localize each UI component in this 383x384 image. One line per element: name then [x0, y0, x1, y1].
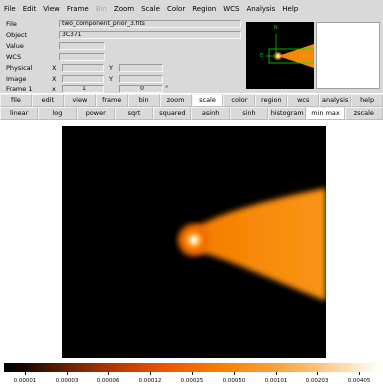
colorbar-tick-label: 0.00050 [222, 378, 246, 384]
menu-analysis[interactable]: Analysis [246, 5, 276, 13]
degree-label: ° [165, 84, 169, 92]
colorbar-tick-mark [108, 372, 109, 375]
angle-field: 0 [119, 85, 163, 93]
button-zoom[interactable]: zoom [159, 94, 192, 107]
colorbar-tick-mark [192, 372, 193, 375]
button-view[interactable]: view [63, 94, 96, 107]
image-display[interactable] [62, 126, 326, 358]
image-label: Image [6, 75, 27, 83]
colorbar-ticks: 0.00001 0.00003 0.00006 0.00012 0.00025 0.000… [4, 372, 380, 384]
file-field: two_component_prior_3.fits [59, 20, 241, 28]
zoom-label: x [52, 85, 56, 93]
colorbar-tick-label: 0.00003 [55, 378, 79, 384]
scale-button-log[interactable]: log [38, 107, 77, 120]
menu-color[interactable]: Color [166, 5, 186, 13]
button-bar: file edit view frame bin zoom scale color region… [0, 94, 383, 107]
colorbar-tick-mark [317, 372, 318, 375]
frame-label: Frame 1 [6, 85, 33, 93]
colorbar-tick-label: 0.00101 [264, 378, 288, 384]
wcs-label: WCS [6, 53, 22, 61]
menu-wcs[interactable]: WCS [223, 5, 240, 13]
colorbar-tick-mark [67, 372, 68, 375]
colorbar-tick-label: 0.00405 [347, 378, 371, 384]
colorbar-tick-mark [359, 372, 360, 375]
zoom-field: 1 [62, 85, 104, 93]
menu-help[interactable]: Help [282, 5, 299, 13]
menu-scale[interactable]: Scale [141, 5, 160, 13]
scale-button-sqrt[interactable]: sqrt [114, 107, 154, 120]
menu-file[interactable]: File [4, 5, 16, 13]
colorbar-tick-label: 0.00012 [138, 378, 162, 384]
colorbar[interactable] [4, 363, 380, 372]
colorbar-tick-mark [234, 372, 235, 375]
object-label: Object [6, 31, 28, 39]
button-bin[interactable]: bin [127, 94, 160, 107]
image-x-field [62, 75, 104, 83]
image-x-label: X [52, 75, 57, 83]
magnifier-view [316, 22, 380, 89]
menu-bin: Bin [95, 5, 107, 13]
menu-bar: File Edit View Frame Bin Zoom Scale Color Region… [0, 0, 383, 18]
scale-button-histogram[interactable]: histogram [268, 107, 307, 120]
button-edit[interactable]: edit [31, 94, 64, 107]
north-indicator: N [274, 25, 278, 31]
scale-button-squared[interactable]: squared [153, 107, 192, 120]
physical-y-label: Y [109, 64, 113, 72]
menu-edit[interactable]: Edit [22, 5, 37, 13]
scale-button-power[interactable]: power [76, 107, 115, 120]
object-field: 3C371 [59, 31, 241, 39]
button-region[interactable]: region [255, 94, 288, 107]
east-indicator: E [260, 53, 264, 59]
colorbar-tick-label: 0.00025 [180, 378, 204, 384]
physical-label: Physical [6, 64, 33, 72]
menu-region[interactable]: Region [192, 5, 217, 13]
astro-image [178, 188, 326, 301]
scale-button-sinh[interactable]: sinh [229, 107, 269, 120]
file-label: File [6, 20, 17, 28]
menu-zoom[interactable]: Zoom [113, 5, 135, 13]
physical-x-label: X [52, 64, 57, 72]
button-frame[interactable]: frame [95, 94, 128, 107]
menu-view[interactable]: View [43, 5, 60, 13]
button-color[interactable]: color [223, 94, 256, 107]
scale-button-bar: linear log power sqrt squared asinh sinh histog… [0, 107, 383, 120]
value-label: Value [6, 42, 24, 50]
scale-button-asinh[interactable]: asinh [191, 107, 230, 120]
physical-y-field [119, 64, 163, 72]
menu-frame[interactable]: Frame [66, 5, 89, 13]
colorbar-tick-mark [25, 372, 26, 375]
value-field [59, 42, 105, 50]
colorbar-tick-label: 0.00203 [305, 378, 329, 384]
image-y-label: Y [109, 75, 113, 83]
button-help[interactable]: help [351, 94, 383, 107]
button-analysis[interactable]: analysis [319, 94, 352, 107]
button-file[interactable]: file [0, 94, 32, 107]
scale-button-linear[interactable]: linear [0, 107, 39, 120]
button-wcs[interactable]: wcs [287, 94, 320, 107]
scale-button-zscale[interactable]: zscale [344, 107, 383, 120]
panner-image [266, 34, 314, 68]
wcs-field [59, 53, 105, 61]
colorbar-tick-label: 0.00006 [96, 378, 120, 384]
panner-view[interactable]: N E [246, 22, 314, 89]
colorbar-tick-mark [276, 372, 277, 375]
colorbar-tick-label: 0.00001 [13, 378, 37, 384]
scale-button-min-max[interactable]: min max [306, 107, 345, 120]
image-y-field [119, 75, 163, 83]
button-scale[interactable]: scale [191, 94, 224, 107]
physical-x-field [62, 64, 104, 72]
colorbar-tick-mark [150, 372, 151, 375]
